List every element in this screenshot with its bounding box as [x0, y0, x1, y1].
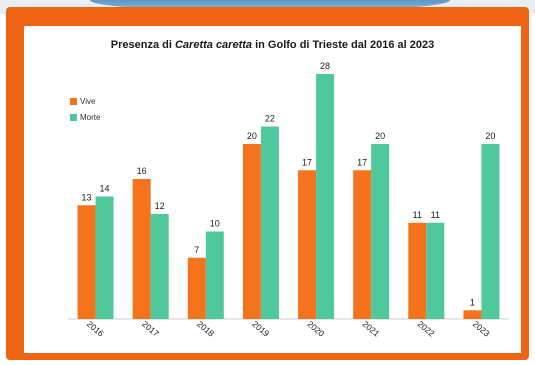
- chart-title-species: Caretta caretta: [174, 39, 253, 51]
- legend-swatch-vive: [70, 97, 77, 105]
- data-label-vive-2020: 17: [302, 157, 312, 167]
- data-label-morte-2020: 28: [320, 61, 330, 71]
- x-tick-label-2020: 2020: [306, 319, 327, 339]
- data-label-morte-2021: 20: [375, 131, 385, 141]
- data-label-morte-2022: 11: [431, 210, 440, 220]
- x-tick-label-2016: 2016: [85, 319, 106, 339]
- legend-label-morte: Morte: [80, 112, 101, 122]
- chart-title: Presenza di Caretta caretta in Golfo di …: [24, 39, 521, 51]
- bar-vive-2018: [187, 257, 206, 319]
- data-label-vive-2019: 20: [247, 131, 257, 141]
- x-tick-label-2018: 2018: [195, 319, 216, 339]
- bar-morte-2019: [260, 126, 279, 319]
- x-tick-label-2017: 2017: [140, 319, 161, 339]
- bar-morte-2016: [95, 196, 114, 319]
- bar-morte-2018: [205, 231, 224, 319]
- x-tick-label-2019: 2019: [250, 319, 271, 339]
- bar-vive-2016: [77, 205, 96, 319]
- x-tick-label-2022: 2022: [416, 319, 437, 339]
- chart-legend: Vive Morte: [70, 93, 100, 125]
- bar-morte-2023: [481, 144, 500, 319]
- bar-vive-2019: [242, 144, 261, 319]
- bar-vive-2021: [353, 170, 372, 319]
- data-label-vive-2018: 7: [194, 245, 199, 255]
- legend-label-vive: Vive: [80, 96, 96, 106]
- bar-vive-2017: [132, 179, 151, 319]
- data-label-morte-2017: 12: [155, 201, 165, 211]
- chart-title-suffix: in Golfo di Trieste dal 2016 al 2023: [252, 39, 435, 51]
- bar-vive-2023: [463, 310, 482, 319]
- chart-frame: Presenza di Caretta caretta in Golfo di …: [6, 7, 529, 360]
- data-label-vive-2022: 11: [413, 210, 422, 220]
- chart-title-prefix: Presenza di: [110, 39, 175, 51]
- data-label-vive-2023: 1: [470, 297, 475, 307]
- chart-panel: Presenza di Caretta caretta in Golfo di …: [24, 26, 521, 353]
- bar-morte-2020: [316, 74, 335, 319]
- data-label-morte-2018: 10: [210, 219, 220, 229]
- data-label-morte-2023: 20: [485, 131, 495, 141]
- bar-vive-2020: [298, 170, 317, 319]
- bar-morte-2021: [371, 144, 390, 319]
- data-label-morte-2019: 22: [265, 114, 275, 124]
- data-label-vive-2016: 13: [82, 192, 92, 202]
- data-label-vive-2021: 17: [357, 157, 367, 167]
- data-label-morte-2016: 14: [100, 184, 110, 194]
- legend-item-morte: Morte: [70, 109, 100, 125]
- data-label-vive-2017: 16: [137, 166, 147, 176]
- legend-swatch-morte: [70, 113, 77, 121]
- legend-item-vive: Vive: [70, 93, 100, 109]
- bar-morte-2017: [150, 214, 169, 319]
- chart-plot: 1314201616122017710201820222019172820201…: [68, 61, 509, 339]
- x-tick-label-2021: 2021: [361, 319, 382, 339]
- bar-vive-2022: [408, 222, 427, 319]
- bar-morte-2022: [426, 222, 445, 319]
- x-tick-label-2023: 2023: [471, 319, 492, 339]
